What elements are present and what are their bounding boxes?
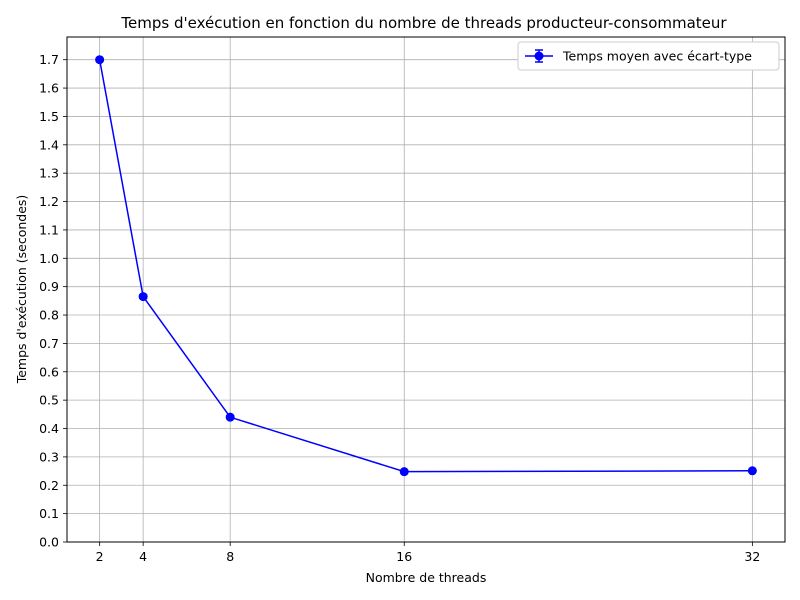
- y-tick-label: 0.1: [39, 506, 59, 521]
- x-tick-label: 2: [96, 549, 104, 564]
- y-tick-label: 0.3: [39, 449, 59, 464]
- chart-title: Temps d'exécution en fonction du nombre …: [120, 14, 727, 32]
- y-tick-label: 0.9: [39, 279, 59, 294]
- y-axis-label: Temps d'exécution (secondes): [14, 195, 29, 385]
- x-tick-label: 32: [744, 549, 760, 564]
- y-tick-label: 1.7: [39, 52, 59, 67]
- data-point: [399, 467, 409, 477]
- legend: Temps moyen avec écart-type: [517, 41, 780, 71]
- y-tick-label: 1.3: [39, 166, 59, 181]
- y-tick-label: 0.4: [39, 421, 59, 436]
- y-tick-label: 1.2: [39, 194, 59, 209]
- x-axis-label: Nombre de threads: [366, 570, 487, 585]
- y-tick-label: 1.0: [39, 251, 59, 266]
- plot-frame: [66, 36, 786, 543]
- y-tick-label: 1.6: [39, 81, 59, 96]
- series-layer: [95, 55, 757, 477]
- data-point: [225, 412, 235, 422]
- y-tick-label: 1.4: [39, 137, 59, 152]
- y-tick-label: 0.7: [39, 336, 59, 351]
- data-point: [747, 466, 757, 476]
- x-axis-ticks: 2 4 8 16 32: [96, 542, 760, 564]
- y-tick-label: 0.5: [39, 393, 59, 408]
- legend-label: Temps moyen avec écart-type: [562, 49, 752, 64]
- x-tick-label: 4: [139, 549, 147, 564]
- x-tick-label: 16: [396, 549, 412, 564]
- legend-marker: [534, 51, 544, 61]
- y-tick-label: 0.6: [39, 364, 59, 379]
- data-point: [95, 55, 105, 65]
- legend-box: [517, 41, 780, 71]
- y-tick-label: 1.5: [39, 109, 59, 124]
- y-tick-label: 1.1: [39, 222, 59, 237]
- y-tick-label: 0.2: [39, 478, 59, 493]
- x-tick-label: 8: [226, 549, 234, 564]
- y-axis-ticks: 0.0 0.1 0.2 0.3 0.4 0.5 0.6 0.7 0.8 0.9 1.0 1.1 1.2 1…: [39, 52, 67, 550]
- data-point: [138, 292, 148, 302]
- y-tick-label: 0.0: [39, 535, 59, 550]
- y-tick-label: 0.8: [39, 308, 59, 323]
